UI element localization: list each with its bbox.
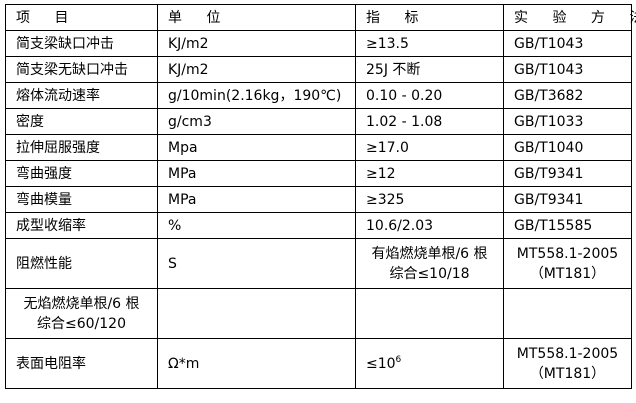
- table-row: 弯曲模量 MPa ≥325 GB/T9341: [5, 186, 632, 213]
- table-row: 熔体流动速率 g/10min(2.16kg，190℃) 0.10 - 0.20 GB/…: [5, 82, 632, 109]
- cell-spec: 10.6/2.03: [355, 212, 504, 239]
- cell-method: GB/T1040: [503, 134, 632, 161]
- header-spec: 指 标: [355, 4, 504, 31]
- cell-item: 阻燃性能: [5, 238, 158, 289]
- table-row-flameless: 无焰燃烧单根/6 根综合≤60/120: [5, 288, 632, 339]
- spec-line: 综合≤10/18: [389, 265, 470, 282]
- cell-method: GB/T3682: [503, 82, 632, 109]
- cell-spec: 有焰燃烧单根/6 根综合≤10/18: [355, 238, 504, 289]
- method-line: MT558.1-2005: [516, 345, 619, 362]
- cell-spec: ≥12: [355, 160, 504, 187]
- cell-item: 弯曲模量: [5, 186, 158, 213]
- cell-method: GB/T15585: [503, 212, 632, 239]
- cell-unit: g/10min(2.16kg，190℃): [157, 82, 356, 109]
- cell-unit: Ω*m: [157, 338, 356, 389]
- cell-method: MT558.1-2005 （MT181）: [503, 238, 632, 289]
- cell-method: GB/T9341: [503, 186, 632, 213]
- cell-spec: ≥13.5: [355, 30, 504, 57]
- header-item: 项 目: [5, 4, 158, 31]
- method-line: MT558.1-2005: [516, 245, 619, 262]
- properties-table: 项 目 单 位 指 标 实 验 方 法 简支梁缺口冲击KJ/m2≥13.5GB/…: [5, 4, 636, 389]
- cell-item: 弯曲强度: [5, 160, 158, 187]
- cell-spec: ≥325: [355, 186, 504, 213]
- spec-line: 有焰燃烧单根/6 根: [371, 245, 488, 262]
- cell-empty: [355, 288, 504, 339]
- header-method: 实 验 方 法: [503, 4, 636, 31]
- item-line: 无焰燃烧单根/6 根: [23, 295, 140, 312]
- method-line: （MT181）: [529, 365, 606, 382]
- table-row: 密度 g/cm3 1.02 - 1.08 GB/T1033: [5, 108, 632, 135]
- cell-spec: 0.10 - 0.20: [355, 82, 504, 109]
- cell-unit: Mpa: [157, 134, 356, 161]
- spec-base: ≤10: [366, 355, 396, 372]
- cell-spec: 1.02 - 1.08: [355, 108, 504, 135]
- table-header-row: 项 目 单 位 指 标 实 验 方 法: [5, 4, 636, 31]
- cell-spec: ≤106: [355, 338, 504, 389]
- cell-unit: %: [157, 212, 356, 239]
- cell-unit: MPa: [157, 160, 356, 187]
- cell-empty: [503, 288, 632, 339]
- spec-exponent: 6: [395, 354, 402, 365]
- table-row: 简支梁缺口冲击 KJ/m2 ≥13.5 GB/T1043: [5, 30, 632, 57]
- cell-item: 表面电阻率: [5, 338, 158, 389]
- cell-item: 拉伸屈服强度: [5, 134, 158, 161]
- header-unit: 单 位: [157, 4, 356, 31]
- cell-unit: S: [157, 238, 356, 289]
- cell-item: 密度: [5, 108, 158, 135]
- cell-item: 简支梁无缺口冲击: [5, 56, 158, 83]
- cell-item: 简支梁缺口冲击: [5, 30, 158, 57]
- cell-spec: 25J 不断: [355, 56, 504, 83]
- item-line: 综合≤60/120: [37, 315, 126, 332]
- method-line: （MT181）: [529, 265, 606, 282]
- cell-method: GB/T1033: [503, 108, 632, 135]
- cell-spec: ≥17.0: [355, 134, 504, 161]
- table-row-resistivity: 表面电阻率 Ω*m ≤106 MT558.1-2005 （MT181）: [5, 338, 632, 389]
- cell-method: GB/T1043: [503, 56, 632, 83]
- table-row: 弯曲强度 MPa ≥12 GB/T9341: [5, 160, 632, 187]
- table-row: 成型收缩率% 10.6/2.03 GB/T15585: [5, 212, 632, 239]
- cell-item: 无焰燃烧单根/6 根综合≤60/120: [5, 288, 158, 339]
- cell-item: 熔体流动速率: [5, 82, 158, 109]
- cell-unit: g/cm3: [157, 108, 356, 135]
- cell-item: 成型收缩率: [5, 212, 158, 239]
- cell-unit: MPa: [157, 186, 356, 213]
- table-row-flame: 阻燃性能 S 有焰燃烧单根/6 根综合≤10/18 MT558.1-2005 （M…: [5, 238, 632, 289]
- cell-unit: KJ/m2: [157, 56, 356, 83]
- table-row: 简支梁无缺口冲击 KJ/m2 25J 不断 GB/T1043: [5, 56, 632, 83]
- cell-method: GB/T1043: [503, 30, 632, 57]
- cell-empty: [157, 288, 356, 339]
- cell-method: GB/T9341: [503, 160, 632, 187]
- cell-method: MT558.1-2005 （MT181）: [503, 338, 632, 389]
- table-row: 拉伸屈服强度 Mpa ≥17.0 GB/T1040: [5, 134, 632, 161]
- cell-unit: KJ/m2: [157, 30, 356, 57]
